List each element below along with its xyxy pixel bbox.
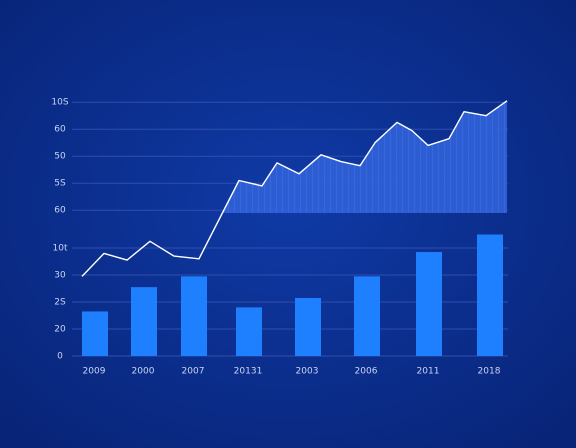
bar [181,276,207,356]
line [81,100,508,277]
x-tick-label: 2007 [182,367,205,377]
x-tick-label: 2009 [83,367,106,377]
bar [477,234,503,356]
bar [131,287,157,356]
area [82,100,507,213]
x-tick-label: 20131 [234,367,263,377]
y-tick-label: 20 [54,325,66,335]
bar [354,276,380,356]
y-tick-label: 30 [54,271,66,281]
y-tick-label: 60 [54,125,66,135]
y-tick-label: 0 [57,352,63,362]
x-tick-label: 2018 [478,367,501,377]
bar [236,307,262,356]
y-tick-label: 2S [54,298,66,308]
bar [295,297,321,356]
y-tick-label: 60 [54,206,66,216]
y-tick-label: 10S [51,98,68,108]
x-tick-label: 2011 [417,367,440,377]
y-tick-label: 50 [54,152,66,162]
x-tick-label: 2003 [296,367,319,377]
x-tick-label: 2006 [355,367,378,377]
x-tick-label: 2000 [132,367,155,377]
bar [416,252,442,356]
y-tick-label: 10t [53,244,68,254]
bar [82,311,108,356]
y-tick-label: 5S [54,179,66,189]
